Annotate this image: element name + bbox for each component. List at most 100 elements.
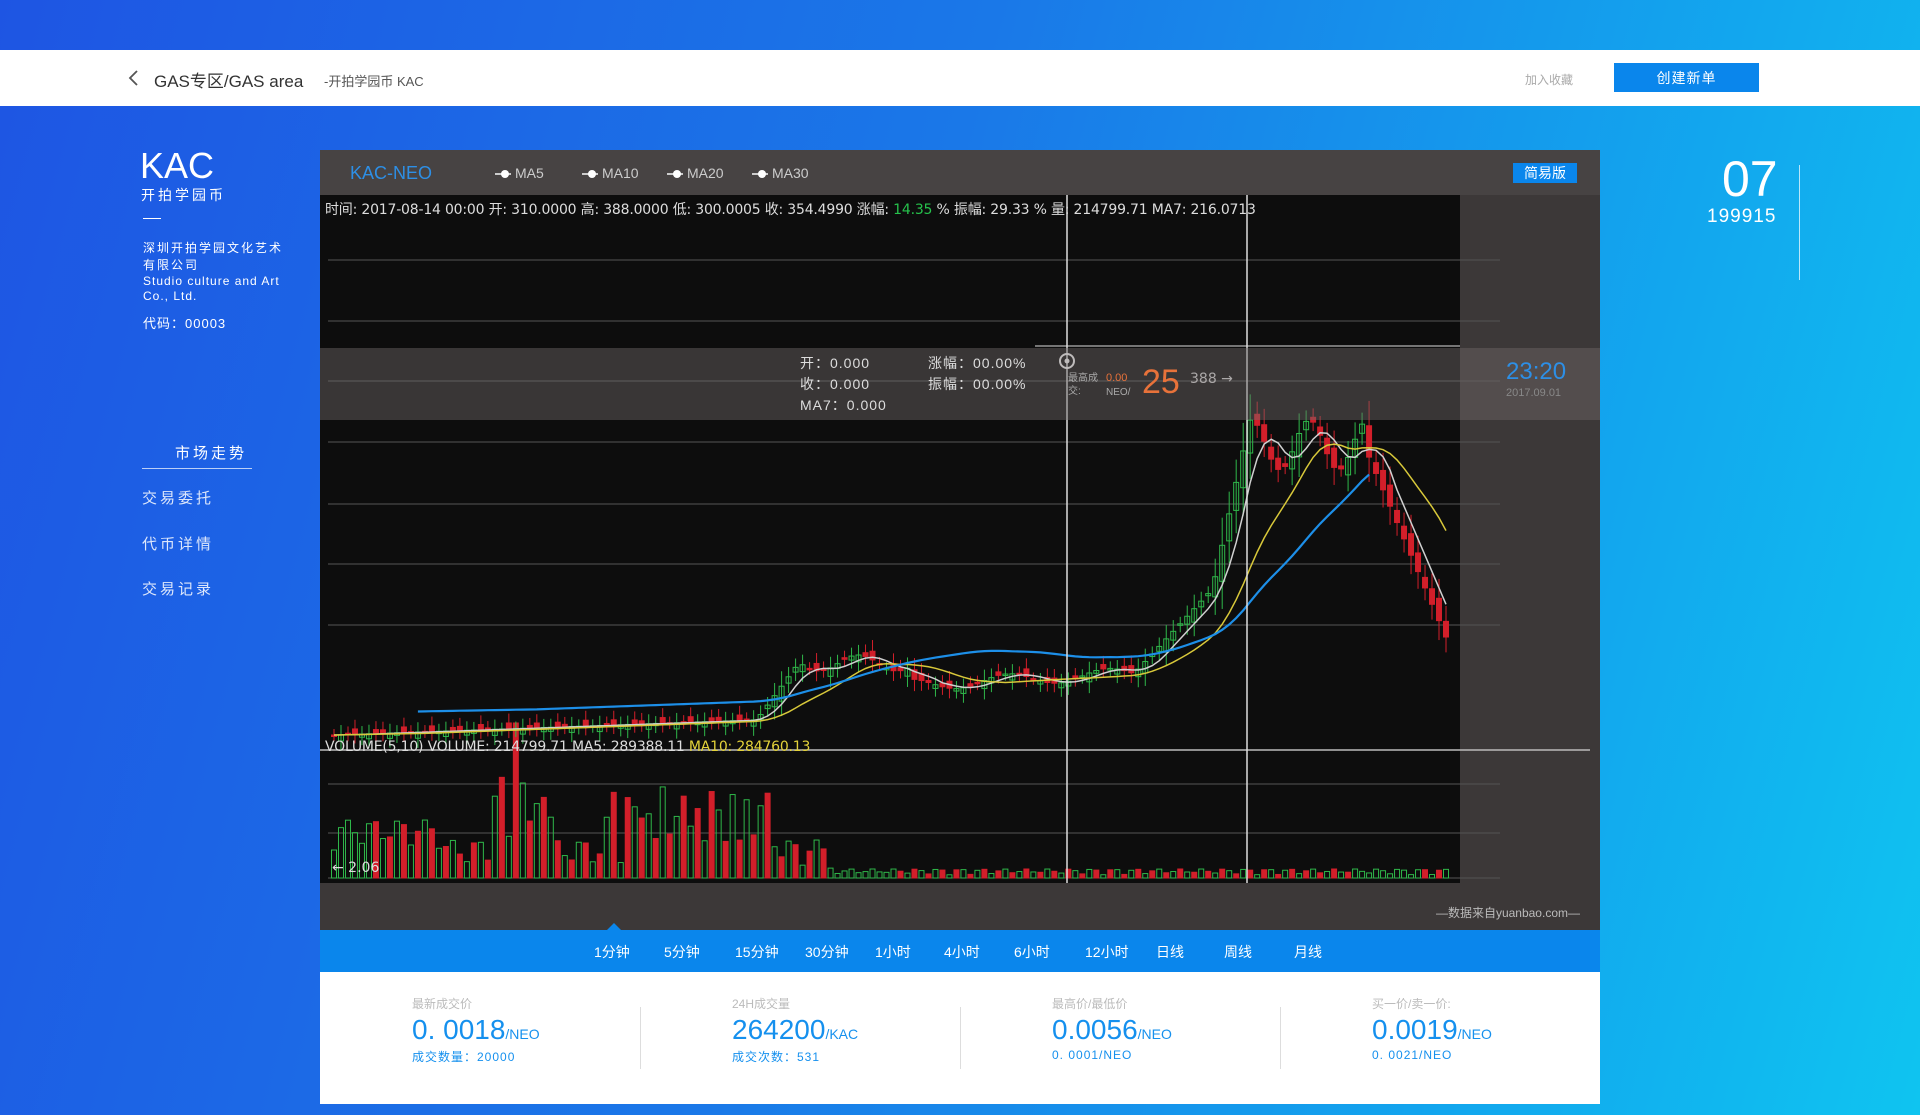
date-divider (1799, 165, 1800, 280)
tf-week[interactable]: 周线 (1224, 944, 1252, 960)
candle-body (1261, 424, 1268, 442)
volume-bar (1100, 874, 1107, 879)
candle-body (799, 664, 806, 673)
candle-body (1240, 450, 1247, 489)
candle-body (813, 662, 820, 672)
tf-4h[interactable]: 4小时 (944, 944, 980, 960)
create-order-button[interactable]: 创建新单 (1614, 63, 1759, 92)
add-favorite-link[interactable]: 加入收藏 (1525, 73, 1574, 87)
stat-label: 买一价/卖一价: (1372, 997, 1451, 1011)
volume-bar (953, 869, 960, 879)
candle-body (1415, 552, 1422, 573)
breadcrumb-main[interactable]: GAS专区/GAS area (154, 72, 304, 91)
volume-bar (1051, 870, 1058, 879)
sidebar-item-orders[interactable]: 交易委托 (142, 490, 215, 507)
ma10-label: MA10 (602, 165, 639, 181)
volume-bar (1380, 870, 1387, 879)
tf-5min[interactable]: 5分钟 (664, 944, 700, 960)
candle-body (554, 721, 561, 728)
chart-header: KAC-NEO MA5 MA10 MA20 MA30 简易版 (320, 150, 1600, 195)
stat-number: 264200 (732, 1014, 826, 1045)
ma5-toggle[interactable]: MA5 (495, 165, 544, 181)
volume-bar (750, 834, 757, 879)
volume-bar (1023, 868, 1030, 879)
simple-mode-button[interactable]: 简易版 (1513, 163, 1577, 183)
volume-bar (764, 792, 771, 879)
volume-bar (1191, 871, 1198, 879)
candle-body (869, 650, 876, 661)
volume-bar (589, 861, 596, 879)
crosshair-ring-icon (1059, 353, 1075, 369)
tf-month[interactable]: 月线 (1294, 944, 1322, 960)
ma30-toggle[interactable]: MA30 (752, 165, 809, 181)
volume-bar (925, 873, 932, 879)
sidebar-item-token-details[interactable]: 代币详情 (142, 536, 215, 553)
candle-body (1058, 682, 1065, 689)
volume-bar (386, 836, 393, 879)
candle-body (736, 714, 743, 721)
volume-bar (1044, 868, 1051, 879)
tf-15min[interactable]: 15分钟 (735, 944, 779, 960)
volume-bar (904, 872, 911, 879)
candle-body (806, 667, 813, 671)
volume-bar (1093, 869, 1100, 879)
stat-divider (1280, 1007, 1281, 1069)
candle-body (848, 655, 855, 661)
candle-body (1310, 416, 1317, 423)
volume-ma5: MA5: 289388.11 (571, 739, 685, 755)
candle-body (610, 719, 617, 726)
volume-bar (981, 868, 988, 879)
volume-bar (1415, 869, 1422, 879)
volume-bar (785, 840, 792, 879)
candle-body (911, 669, 918, 680)
volume-bar (652, 838, 659, 879)
volume-bar (722, 840, 729, 879)
candle-body (687, 716, 694, 723)
ma10-toggle[interactable]: MA10 (582, 165, 639, 181)
volume-bar (1233, 873, 1240, 879)
volume-bar (1240, 868, 1247, 879)
volume-bar (1310, 868, 1317, 879)
volume-bar (1247, 869, 1254, 879)
volume-bar (568, 859, 575, 879)
ohlc-change-unit: % (936, 202, 950, 218)
volume-ma10: MA10: 284760.13 (688, 739, 811, 755)
tf-12h[interactable]: 12小时 (1085, 944, 1129, 960)
volume-bar (834, 872, 841, 879)
volume-bar (960, 869, 967, 879)
tf-30min[interactable]: 30分钟 (805, 944, 849, 960)
volume-bar (1296, 873, 1303, 879)
candle-body (1303, 420, 1310, 431)
tf-1h[interactable]: 1小时 (875, 944, 911, 960)
tooltip-hl-label: 最高成交: (1068, 373, 1098, 397)
volume-bar (1436, 869, 1443, 879)
sidebar-item-trade-history[interactable]: 交易记录 (142, 581, 215, 598)
volume-bar (575, 841, 582, 879)
volume-bar (1135, 868, 1142, 879)
candle-body (1268, 446, 1275, 460)
candle-body (708, 717, 715, 722)
tf-6h[interactable]: 6小时 (1014, 944, 1050, 960)
stat-value: 0.0019/NEO (1372, 1014, 1622, 1046)
candle-body (1170, 630, 1177, 641)
back-arrow-icon[interactable] (126, 69, 144, 87)
volume-bar (1016, 871, 1023, 879)
timeframe-bar: 1分钟 5分钟 15分钟 30分钟 1小时 4小时 6小时 12小时 日线 周线… (320, 923, 1600, 972)
volume-bar (442, 846, 449, 879)
volume-bar (799, 864, 806, 879)
kline-chart[interactable]: 388 → ← 2.06 (320, 195, 1600, 895)
moving-average-lines (333, 432, 1447, 736)
volume-bar (1303, 870, 1310, 879)
volume-bar (1086, 868, 1093, 879)
volume-bar (379, 838, 386, 879)
tf-1min[interactable]: 1分钟 (594, 944, 630, 960)
ma20-toggle[interactable]: MA20 (667, 165, 724, 181)
sidebar-item-market[interactable]: 市场走势 (175, 445, 248, 462)
volume-bar (1009, 872, 1016, 879)
tf-day[interactable]: 日线 (1156, 944, 1184, 960)
volume-bar (638, 817, 645, 879)
candle-body (1030, 678, 1037, 681)
volume-bar (1177, 868, 1184, 879)
volume-bar (645, 813, 652, 879)
volume-bar (617, 862, 624, 879)
